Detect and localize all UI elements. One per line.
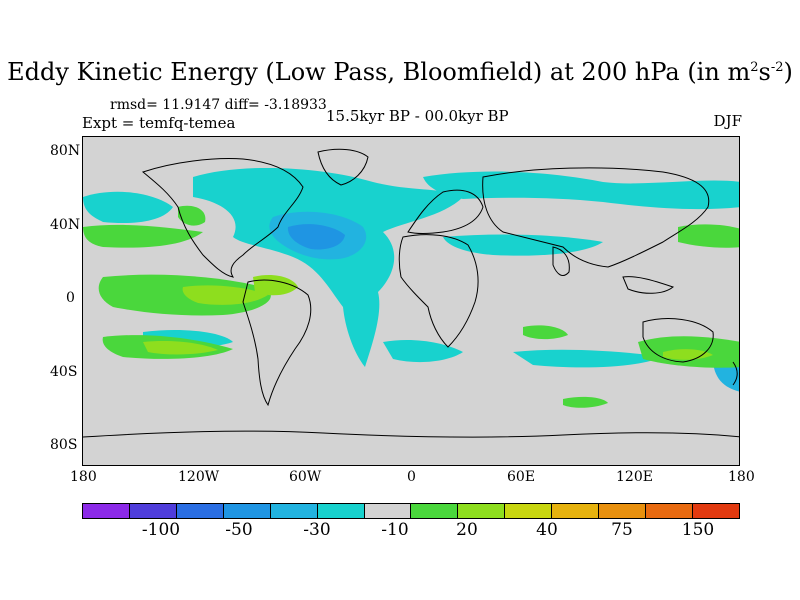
coast-australia bbox=[642, 318, 714, 363]
map-panel bbox=[82, 136, 740, 466]
positive-region-indian-ocean bbox=[523, 325, 568, 340]
negative-region-southern-ocean bbox=[513, 349, 663, 368]
title-sup-1: 2 bbox=[750, 60, 759, 75]
title-main: Eddy Kinetic Energy (Low Pass, Bloomfiel… bbox=[7, 58, 751, 86]
colorbar-swatch-3 bbox=[223, 504, 271, 518]
negative-region-asia-mid bbox=[443, 234, 603, 256]
colorbar-swatch-12 bbox=[646, 504, 693, 518]
title-mid: s bbox=[758, 58, 771, 86]
colorbar-swatch-7 bbox=[411, 504, 459, 518]
y-tick-80s: 80S bbox=[50, 437, 78, 453]
coast-europe bbox=[407, 189, 484, 234]
stats-label: rmsd= 11.9147 diff= -3.18933 bbox=[110, 97, 327, 113]
colorbar-label: -100 bbox=[141, 520, 181, 540]
plot-title: Eddy Kinetic Energy (Low Pass, Bloomfiel… bbox=[0, 58, 800, 86]
positive-core-tropical-pacific bbox=[182, 285, 268, 305]
season-label: DJF bbox=[713, 112, 742, 130]
coast-greenland bbox=[317, 148, 369, 186]
positive-core-south-pacific bbox=[143, 340, 218, 355]
coast-southeast-asia bbox=[622, 276, 675, 294]
negative-region-north-atlantic bbox=[193, 167, 463, 367]
coast-africa bbox=[398, 234, 479, 348]
colorbar-swatch-13 bbox=[692, 504, 739, 518]
contour-fill-layer bbox=[83, 167, 739, 408]
title-sup-2: -2 bbox=[770, 60, 784, 75]
negative-region-eurasia bbox=[423, 171, 739, 210]
colorbar-swatch-10 bbox=[552, 504, 600, 518]
coast-india bbox=[552, 246, 570, 276]
colorbar-swatch-6 bbox=[364, 504, 412, 518]
x-tick-120e: 120E bbox=[616, 469, 653, 485]
colorbar-swatch-4 bbox=[270, 504, 318, 518]
colorbar-label: 40 bbox=[536, 520, 558, 540]
colorbar-swatch-5 bbox=[317, 504, 365, 518]
period-label: 15.5kyr BP - 00.0kyr BP bbox=[326, 107, 509, 125]
colorbar-label: -10 bbox=[381, 520, 409, 540]
experiment-label: Expt = temfq-temea bbox=[82, 114, 236, 132]
colorbar-swatch-2 bbox=[176, 504, 224, 518]
colorbar-label: 150 bbox=[681, 520, 715, 540]
map-svg bbox=[83, 148, 739, 438]
positive-core-australia bbox=[663, 349, 713, 360]
positive-region-north-pacific bbox=[83, 224, 203, 248]
coast-antarctica bbox=[83, 430, 739, 438]
x-tick-180w: 180 bbox=[70, 469, 97, 485]
colorbar-label: 20 bbox=[456, 520, 478, 540]
negative-region-south-atlantic bbox=[383, 340, 463, 363]
coastline-layer bbox=[83, 148, 739, 438]
colorbar bbox=[82, 503, 740, 519]
colorbar-label: -30 bbox=[303, 520, 331, 540]
negative-region-north-pacific bbox=[83, 191, 173, 224]
y-tick-40s: 40S bbox=[50, 364, 78, 380]
coast-north-america bbox=[141, 158, 304, 278]
positive-region-southern-indian bbox=[563, 396, 608, 408]
colorbar-label: -50 bbox=[225, 520, 253, 540]
y-tick-80n: 80N bbox=[50, 143, 81, 159]
coast-south-america bbox=[242, 279, 312, 407]
colorbar-swatch-0 bbox=[83, 504, 130, 518]
colorbar-swatch-8 bbox=[458, 504, 506, 518]
title-end: ) bbox=[783, 58, 793, 86]
positive-region-north-america bbox=[178, 205, 206, 226]
coast-new-zealand bbox=[732, 361, 738, 386]
x-tick-60e: 60E bbox=[507, 469, 536, 485]
colorbar-swatch-1 bbox=[129, 504, 177, 518]
y-tick-40n: 40N bbox=[50, 217, 81, 233]
x-tick-180e: 180 bbox=[728, 469, 755, 485]
coast-asia bbox=[482, 167, 710, 268]
x-tick-60w: 60W bbox=[289, 469, 322, 485]
y-tick-0: 0 bbox=[66, 290, 75, 306]
negative-core-atlantic-inner bbox=[287, 224, 345, 250]
positive-region-pacific-west bbox=[678, 224, 739, 248]
x-tick-120w: 120W bbox=[178, 469, 220, 485]
positive-region-tropical-pacific bbox=[98, 274, 271, 316]
colorbar-swatch-11 bbox=[599, 504, 647, 518]
x-tick-0: 0 bbox=[407, 469, 416, 485]
colorbar-label: 75 bbox=[611, 520, 633, 540]
colorbar-swatch-9 bbox=[505, 504, 553, 518]
